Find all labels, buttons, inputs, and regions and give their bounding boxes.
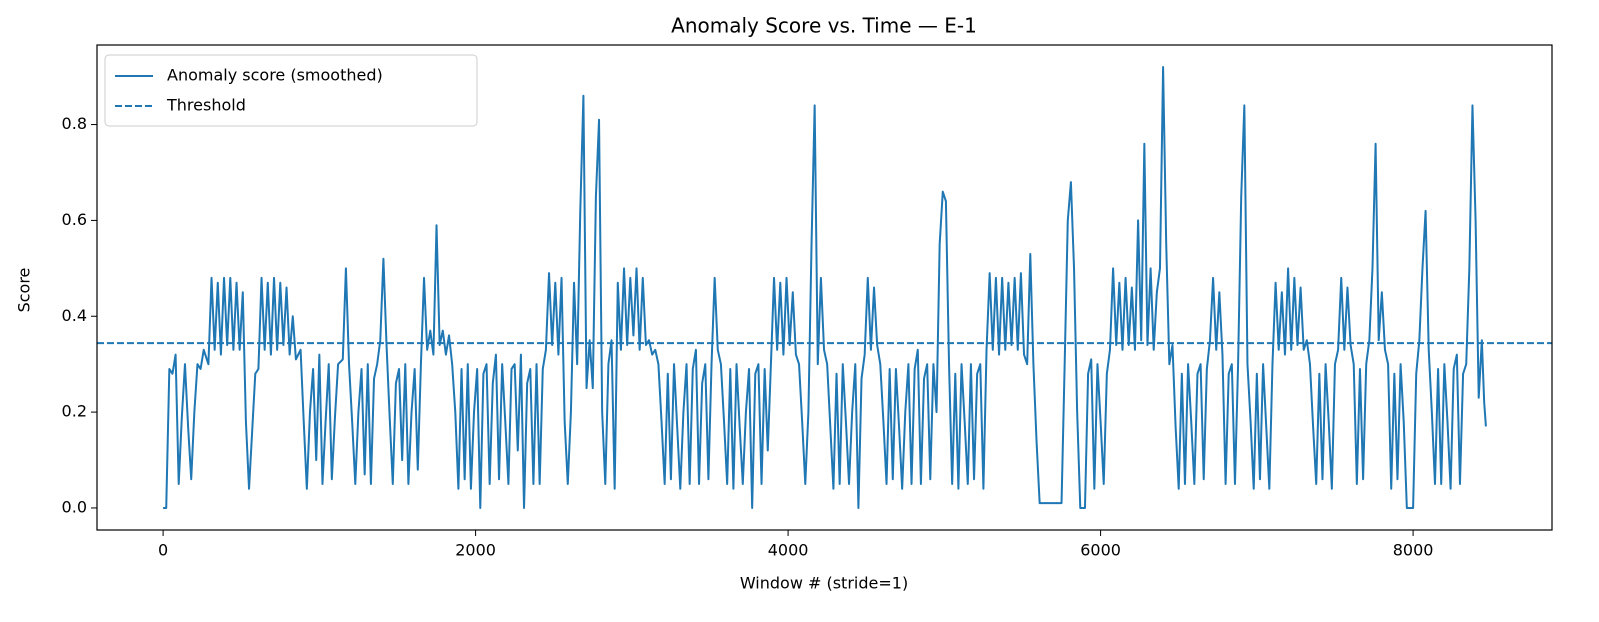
- plot-frame: [96, 44, 1553, 531]
- score-line: [163, 66, 1487, 509]
- legend-box: [104, 54, 478, 127]
- x-tick-label: 8000: [1393, 541, 1434, 560]
- x-axis-label: Window # (stride=1): [740, 574, 908, 593]
- y-tick-label: 0.0: [62, 497, 87, 516]
- x-tick-label: 4000: [768, 541, 809, 560]
- y-tick-label: 0.4: [62, 306, 87, 325]
- chart-title: Anomaly Score vs. Time — E-1: [671, 14, 977, 38]
- y-tick-label: 0.8: [62, 114, 87, 133]
- y-axis-label: Score: [15, 268, 34, 313]
- x-tick-label: 0: [158, 541, 168, 560]
- y-tick-label: 0.2: [62, 402, 87, 421]
- y-tick-label: 0.6: [62, 210, 87, 229]
- legend-label: Threshold: [166, 96, 246, 115]
- x-tick-label: 2000: [455, 541, 496, 560]
- legend-label: Anomaly score (smoothed): [167, 66, 383, 85]
- x-tick-label: 6000: [1080, 541, 1121, 560]
